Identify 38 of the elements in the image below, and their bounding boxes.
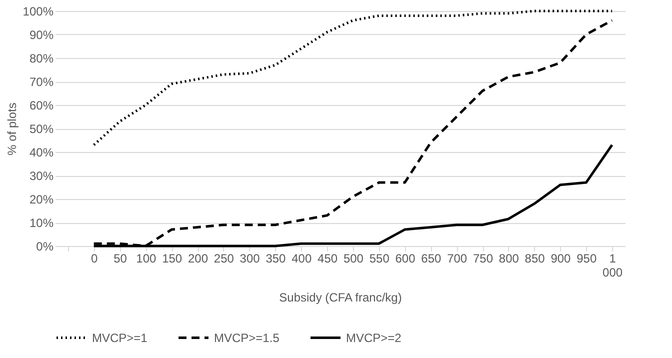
x-tick-label: 650 xyxy=(421,252,442,266)
x-tick-label: 550 xyxy=(369,252,390,266)
x-tick-label: 950 xyxy=(576,252,597,266)
y-tick-label: 80% xyxy=(29,52,54,66)
x-tick-label: 0 xyxy=(91,252,98,266)
x-tick-label: 50 xyxy=(114,252,128,266)
x-tick-label: 400 xyxy=(292,252,312,266)
y-tick-label: 100% xyxy=(22,4,54,18)
legend-label: MVCP>=2 xyxy=(346,330,402,345)
legend-label: MVCP>=1 xyxy=(92,330,148,345)
y-tick-label: 60% xyxy=(29,98,54,112)
y-tick-label: 20% xyxy=(29,192,54,206)
x-tick-label: 250 xyxy=(214,252,234,266)
y-tick-label: 10% xyxy=(29,216,54,230)
x-tick-label: 850 xyxy=(524,252,546,266)
x-tick-label: 900 xyxy=(550,252,572,266)
x-tick-label: 500 xyxy=(343,252,364,266)
x-tick-label: 100 xyxy=(136,252,157,266)
y-tick-label: 70% xyxy=(29,75,54,89)
x-tick-label: 600 xyxy=(395,252,416,266)
x-tick-label: 200 xyxy=(188,252,208,266)
x-axis-title: Subsidy (CFA franc/kg) xyxy=(279,290,402,304)
x-tick-label: 1 000 xyxy=(602,252,623,280)
legend-label: MVCP>=1.5 xyxy=(214,330,280,345)
y-tick-label: 50% xyxy=(29,122,54,136)
x-tick-label: 700 xyxy=(447,252,468,266)
x-tick-label: 750 xyxy=(472,252,494,266)
x-tick-label: 450 xyxy=(318,252,338,266)
y-tick-label: 40% xyxy=(29,146,54,160)
line-series xyxy=(92,10,614,146)
x-tick-label: 300 xyxy=(240,252,260,266)
y-tick-label: 90% xyxy=(29,28,54,42)
x-tick-label: 800 xyxy=(498,252,520,266)
y-axis-title: % of plots xyxy=(4,102,19,156)
y-tick-label: 30% xyxy=(29,169,54,183)
x-tick-label: 150 xyxy=(162,252,182,266)
y-tick-label: 0% xyxy=(36,240,54,254)
x-tick-label: 350 xyxy=(266,252,286,266)
